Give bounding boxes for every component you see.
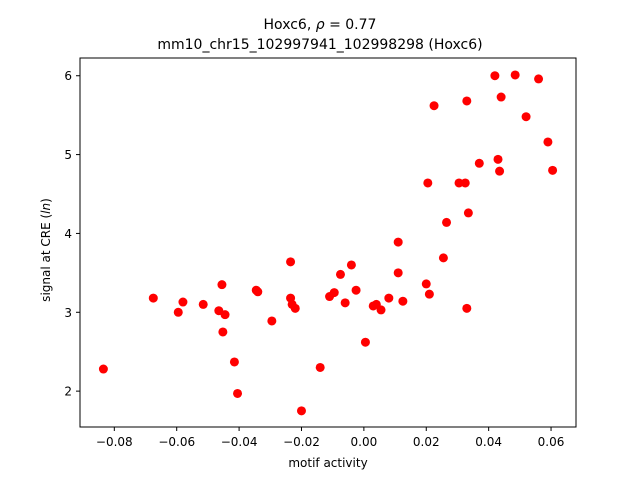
y-tick-label: 3 [64,306,72,320]
data-points [98,70,558,416]
data-point [442,217,452,227]
data-point [98,364,108,374]
data-point [460,178,470,188]
x-tick-label: 0.00 [351,435,378,449]
data-point [493,154,503,164]
x-tick-label: −0.02 [283,435,320,449]
data-point [351,285,361,295]
y-tick-label: 6 [64,69,72,83]
data-point [217,280,227,290]
x-tick-label: −0.08 [96,435,133,449]
data-point [360,337,370,347]
y-axis-label: signal at CRE (ln) [39,198,53,302]
data-point [233,388,243,398]
data-point [346,260,356,270]
data-point [423,178,433,188]
x-tick-label: −0.06 [158,435,195,449]
data-point [335,269,345,279]
data-point [376,305,386,315]
y-tick-label: 2 [64,385,72,399]
x-tick-label: 0.04 [475,435,502,449]
data-point [267,316,277,326]
data-point [340,298,350,308]
y-tick-label: 5 [64,148,72,162]
data-point [173,307,183,317]
data-point [398,296,408,306]
x-tick-label: −0.04 [221,435,258,449]
x-tick-label: 0.02 [413,435,440,449]
y-tick-label: 4 [64,227,72,241]
data-point [315,362,325,372]
data-point [178,297,188,307]
data-point [543,137,553,147]
chart-subtitle: mm10_chr15_102997941_102998298 (Hoxc6) [157,37,482,53]
data-point [438,253,448,263]
data-point [424,289,434,299]
data-point [229,357,239,367]
data-point [495,166,505,176]
data-point [490,71,500,81]
data-point [384,293,394,303]
data-point [534,74,544,84]
data-point [510,70,520,80]
data-point [462,303,472,313]
y-axis-ticks: 2 3 4 5 6 [64,69,80,399]
data-point [454,178,464,188]
x-axis-label: motif activity [288,456,367,470]
data-point [290,303,300,313]
chart-title: Hoxc6, ρ = 0.77 [264,17,377,33]
data-point [429,101,439,111]
data-point [218,327,228,337]
data-point [463,208,473,218]
data-point [521,112,531,122]
data-point [198,299,208,309]
plot-frame [79,57,577,428]
data-point [220,310,230,320]
data-point [548,165,558,175]
data-point [474,158,484,168]
data-point [329,288,339,298]
data-point [421,279,431,289]
data-point [462,96,472,106]
x-axis-ticks: −0.08 −0.06 −0.04 −0.02 0.00 0.02 0.04 0.06 [96,427,564,449]
data-point [253,287,263,297]
data-point [496,92,506,102]
data-point [148,293,158,303]
data-point [286,257,296,267]
x-tick-label: 0.06 [538,435,565,449]
data-point [393,268,403,278]
data-point [393,237,403,247]
data-point [296,406,306,416]
